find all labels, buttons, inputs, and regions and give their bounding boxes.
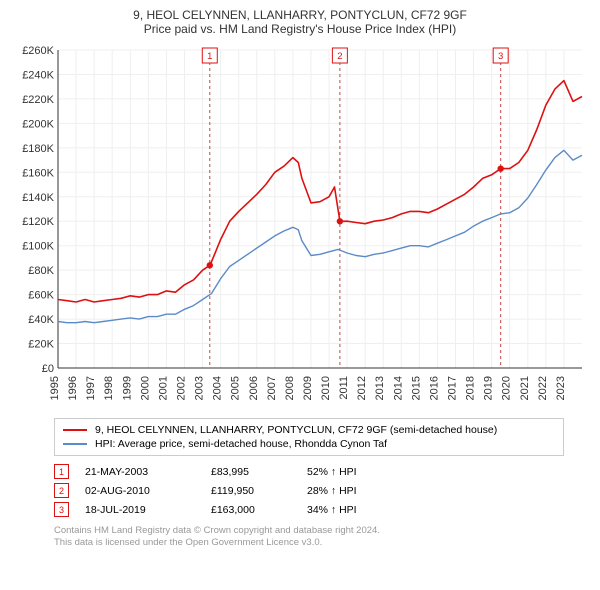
- svg-text:£240K: £240K: [22, 69, 54, 81]
- svg-text:2006: 2006: [248, 376, 260, 400]
- svg-text:2: 2: [337, 51, 342, 62]
- svg-text:£140K: £140K: [22, 192, 54, 204]
- svg-text:2009: 2009: [302, 376, 314, 400]
- svg-text:1996: 1996: [67, 376, 79, 400]
- legend-row: 9, HEOL CELYNNEN, LLANHARRY, PONTYCLUN, …: [63, 423, 555, 437]
- sale-marker: 3: [54, 502, 69, 517]
- sale-price: £163,000: [211, 504, 291, 516]
- sale-row: 2 02-AUG-2010 £119,950 28% ↑ HPI: [54, 481, 590, 500]
- chart-area: £0 £20K £40K £60K £80K £100K £120K £140K £160K £1…: [10, 42, 590, 412]
- svg-text:2018: 2018: [465, 376, 477, 400]
- svg-text:2015: 2015: [410, 376, 422, 400]
- svg-text:2019: 2019: [483, 376, 495, 400]
- sale-row: 3 18-JUL-2019 £163,000 34% ↑ HPI: [54, 500, 590, 519]
- footer-line2: This data is licensed under the Open Gov…: [54, 537, 590, 549]
- legend-text: 9, HEOL CELYNNEN, LLANHARRY, PONTYCLUN, …: [95, 424, 497, 436]
- legend-row: HPI: Average price, semi-detached house,…: [63, 437, 555, 451]
- sale-marker: 1: [54, 464, 69, 479]
- svg-text:£120K: £120K: [22, 216, 54, 228]
- svg-text:1998: 1998: [103, 376, 115, 400]
- title-line1: 9, HEOL CELYNNEN, LLANHARRY, PONTYCLUN, …: [10, 8, 590, 22]
- svg-text:2002: 2002: [175, 376, 187, 400]
- legend: 9, HEOL CELYNNEN, LLANHARRY, PONTYCLUN, …: [54, 418, 564, 456]
- legend-text: HPI: Average price, semi-detached house,…: [95, 438, 387, 450]
- sale-marker: 2: [54, 483, 69, 498]
- chart-marker: 2: [332, 48, 347, 63]
- svg-text:2022: 2022: [537, 376, 549, 400]
- chart-card: 9, HEOL CELYNNEN, LLANHARRY, PONTYCLUN, …: [0, 0, 600, 590]
- svg-text:£40K: £40K: [28, 314, 54, 326]
- sale-pct: 34% ↑ HPI: [307, 504, 397, 516]
- svg-text:£100K: £100K: [22, 241, 54, 253]
- svg-text:2017: 2017: [447, 376, 459, 400]
- sale-date: 18-JUL-2019: [85, 504, 195, 516]
- legend-swatch: [63, 429, 87, 431]
- footer: Contains HM Land Registry data © Crown c…: [54, 525, 590, 550]
- sale-date: 21-MAY-2003: [85, 466, 195, 478]
- title-line2: Price paid vs. HM Land Registry's House …: [10, 22, 590, 36]
- svg-text:2013: 2013: [374, 376, 386, 400]
- svg-text:2011: 2011: [338, 376, 350, 400]
- svg-text:2005: 2005: [230, 376, 242, 400]
- sale-pct: 52% ↑ HPI: [307, 466, 397, 478]
- line-chart: £0 £20K £40K £60K £80K £100K £120K £140K £160K £1…: [10, 42, 590, 412]
- sale-point: [337, 218, 343, 224]
- series-property: [58, 81, 582, 302]
- svg-text:2020: 2020: [501, 376, 513, 400]
- svg-text:£200K: £200K: [22, 118, 54, 130]
- svg-text:£260K: £260K: [22, 45, 54, 57]
- svg-text:2016: 2016: [428, 376, 440, 400]
- svg-text:2007: 2007: [266, 376, 278, 400]
- svg-text:£220K: £220K: [22, 94, 54, 106]
- svg-text:£180K: £180K: [22, 143, 54, 155]
- svg-text:2000: 2000: [139, 376, 151, 400]
- svg-text:1995: 1995: [49, 376, 61, 400]
- svg-text:1997: 1997: [85, 376, 97, 400]
- svg-text:2004: 2004: [212, 376, 224, 400]
- svg-text:2014: 2014: [392, 376, 404, 400]
- svg-text:£80K: £80K: [28, 265, 54, 277]
- sale-date: 02-AUG-2010: [85, 485, 195, 497]
- svg-text:£0: £0: [42, 363, 54, 375]
- svg-text:£60K: £60K: [28, 290, 54, 302]
- svg-text:2012: 2012: [356, 376, 368, 400]
- svg-text:2001: 2001: [157, 376, 169, 400]
- svg-text:2010: 2010: [320, 376, 332, 400]
- sale-price: £119,950: [211, 485, 291, 497]
- svg-text:£20K: £20K: [28, 339, 54, 351]
- svg-text:1999: 1999: [121, 376, 133, 400]
- svg-text:£160K: £160K: [22, 167, 54, 179]
- sale-point: [497, 165, 503, 171]
- svg-text:2023: 2023: [555, 376, 567, 400]
- svg-text:1: 1: [207, 51, 212, 62]
- chart-marker: 3: [493, 48, 508, 63]
- svg-text:2003: 2003: [194, 376, 206, 400]
- chart-marker: 1: [202, 48, 217, 63]
- svg-text:2021: 2021: [519, 376, 531, 400]
- legend-swatch: [63, 443, 87, 445]
- svg-text:3: 3: [498, 51, 503, 62]
- sale-point: [207, 262, 213, 268]
- sale-pct: 28% ↑ HPI: [307, 485, 397, 497]
- svg-text:2008: 2008: [284, 376, 296, 400]
- sale-table: 1 21-MAY-2003 £83,995 52% ↑ HPI 2 02-AUG-2010…: [54, 462, 590, 519]
- sale-row: 1 21-MAY-2003 £83,995 52% ↑ HPI: [54, 462, 590, 481]
- sale-price: £83,995: [211, 466, 291, 478]
- footer-line1: Contains HM Land Registry data © Crown c…: [54, 525, 590, 537]
